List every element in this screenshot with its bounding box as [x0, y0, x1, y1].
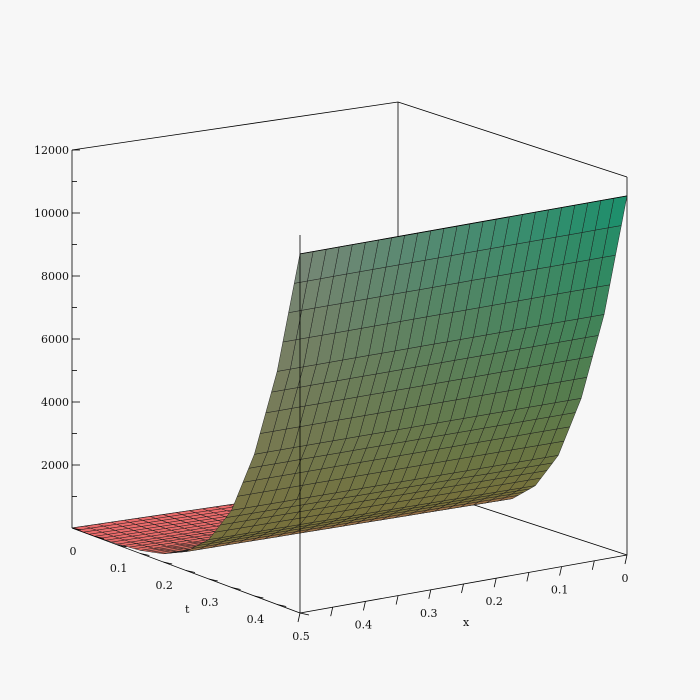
x-tick-label: 0.4 [355, 618, 373, 631]
x-tick [625, 555, 627, 564]
x-tick-label: 0.2 [485, 595, 503, 608]
z-tick-label: 8000 [41, 270, 69, 283]
x-tick [494, 578, 496, 587]
surface-mesh [72, 196, 627, 554]
x-tick [429, 590, 431, 599]
x-tick [527, 572, 529, 581]
z-tick-label: 10000 [34, 207, 69, 220]
x-tick-label: 0.1 [551, 584, 569, 597]
t-tick-label: 0.2 [155, 579, 173, 592]
x-tick [298, 613, 300, 622]
x-tick [396, 596, 398, 605]
x-tick-label: 0 [622, 572, 629, 585]
t-tick-label: 0.4 [247, 613, 265, 626]
t-tick-label: 0.5 [292, 630, 310, 643]
t-tick-label: 0.3 [201, 596, 219, 609]
x-axis-title: x [463, 616, 470, 629]
box-edge [398, 102, 627, 177]
x-tick-label: 0.3 [420, 607, 438, 620]
x-tick [363, 601, 365, 610]
z-tick-label: 4000 [41, 396, 69, 409]
t-tick-label: 0 [70, 545, 77, 558]
t-axis-title: t [185, 603, 190, 616]
z-tick-label: 12000 [34, 144, 69, 157]
x-tick [560, 567, 562, 576]
z-tick-label: 2000 [41, 459, 69, 472]
x-tick [331, 607, 333, 616]
t-tick [300, 613, 309, 615]
x-tick [592, 561, 594, 570]
z-tick-label: 6000 [41, 333, 69, 346]
box-edge [72, 102, 398, 150]
x-tick [462, 584, 464, 593]
t-tick-label: 0.1 [110, 562, 128, 575]
